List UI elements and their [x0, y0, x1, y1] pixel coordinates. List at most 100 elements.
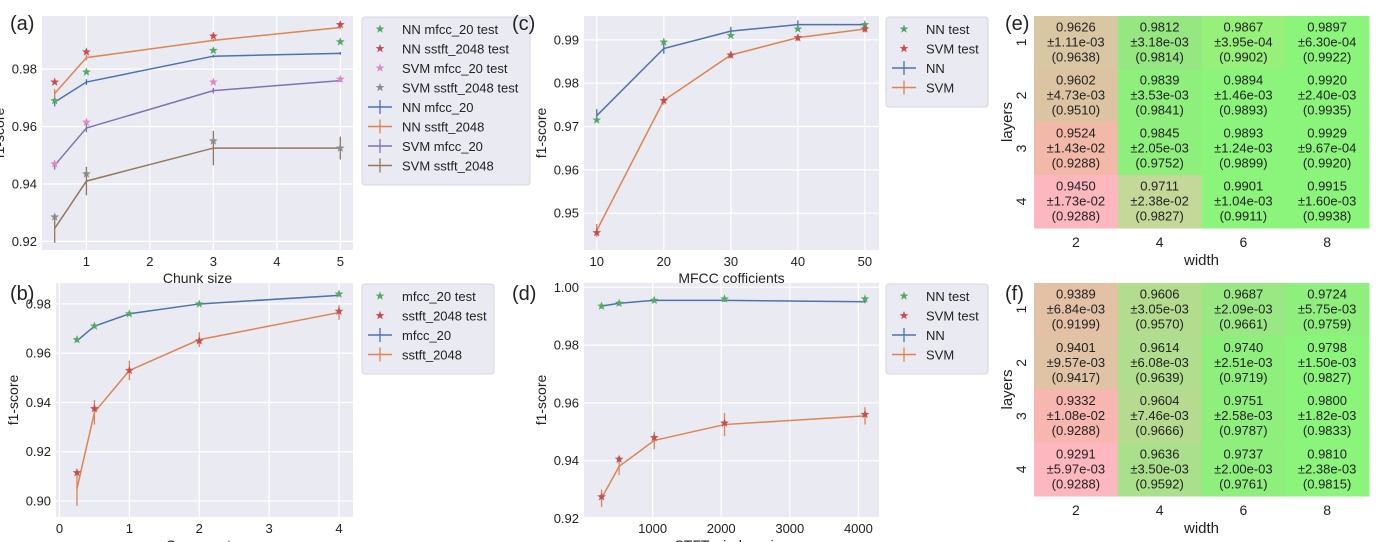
cell-value: (0.9666): [1135, 423, 1183, 438]
panel-label: (c): [512, 13, 535, 35]
legend-label: NN sstft_2048: [402, 120, 484, 135]
y-tick-label: 0.98: [12, 62, 37, 77]
series-line: [54, 26, 341, 95]
heatmap-cell: [1034, 283, 1119, 337]
test-marker: [50, 159, 60, 168]
x-tick-label: 4: [335, 521, 342, 536]
heatmap-cell: [1117, 122, 1202, 176]
cell-value: 0.9929: [1307, 126, 1347, 141]
x-axis-label: Chunk size: [163, 270, 232, 286]
x-tick-label: 0: [56, 521, 63, 536]
x-tick-label: 2: [1072, 502, 1080, 518]
heatmap-cell: [1117, 69, 1202, 123]
cell-value: ±1.11e-03: [1047, 35, 1105, 50]
test-marker: [726, 30, 736, 40]
y-tick-label: 0.94: [26, 395, 51, 410]
y-tick-label: 1: [1013, 306, 1029, 314]
cell-value: (0.9759): [1303, 317, 1351, 332]
cell-value: 0.9602: [1056, 73, 1096, 88]
cell-value: (0.9938): [1303, 209, 1351, 224]
cell-value: 0.9915: [1307, 179, 1347, 194]
y-tick-label: 0.98: [26, 296, 51, 311]
cell-value: ±6.08e-03: [1130, 355, 1188, 370]
cell-value: ±2.58e-03: [1214, 408, 1272, 423]
y-tick-label: 0.94: [554, 453, 579, 468]
series-line: [54, 52, 341, 103]
x-axis-label: width: [1183, 520, 1219, 537]
cell-value: ±3.50e-03: [1130, 461, 1188, 476]
test-marker: [50, 77, 60, 86]
cell-value: 0.9893: [1223, 126, 1263, 141]
cell-value: (0.9288): [1052, 209, 1100, 224]
legend-box: [361, 16, 531, 186]
cell-value: ±3.05e-03: [1130, 302, 1188, 317]
cell-value: 0.9810: [1307, 446, 1347, 461]
cell-value: ±5.97e-03: [1047, 461, 1105, 476]
legend-label: NN test: [926, 289, 970, 304]
cell-value: ±3.53e-03: [1130, 88, 1188, 103]
cell-value: ±4.73e-03: [1047, 88, 1105, 103]
y-tick-label: 0.96: [12, 119, 37, 134]
legend-label: mfcc_20: [402, 328, 451, 343]
test-marker: [860, 409, 870, 419]
cell-value: ±6.30e-04: [1298, 35, 1356, 50]
cell-value: 0.9920: [1307, 73, 1347, 88]
x-tick-label: 40: [791, 254, 805, 269]
cell-value: (0.9592): [1135, 476, 1183, 491]
cell-value: 0.9839: [1140, 73, 1180, 88]
cell-value: (0.9911): [1220, 209, 1267, 224]
test-marker: [614, 298, 624, 307]
cell-value: (0.9661): [1219, 317, 1267, 332]
cell-value: (0.9719): [1219, 370, 1267, 385]
cell-value: 0.9897: [1307, 20, 1347, 35]
test-marker: [860, 294, 870, 303]
x-tick-label: 1000: [638, 521, 667, 536]
cell-value: ±6.84e-03: [1047, 302, 1105, 317]
legend-marker: [899, 291, 909, 300]
series-line: [54, 79, 341, 166]
cell-value: (0.9639): [1135, 370, 1183, 385]
test-marker: [793, 24, 803, 33]
y-tick-label: 0.96: [554, 162, 579, 177]
y-axis-label: layers: [999, 102, 1016, 142]
heatmap-cell: [1117, 389, 1202, 444]
cell-value: 0.9389: [1056, 287, 1096, 302]
legend-label: mfcc_20 test: [402, 289, 476, 304]
cell-value: (0.9827): [1135, 209, 1183, 224]
x-axis-label: width: [1183, 252, 1219, 269]
legend-label: NN: [926, 61, 945, 76]
cell-value: (0.9288): [1052, 156, 1100, 171]
y-tick-label: 0.92: [12, 234, 37, 249]
cell-value: ±1.60e-03: [1298, 194, 1356, 209]
cell-value: ±2.51e-03: [1214, 355, 1272, 370]
cell-value: 0.9332: [1056, 393, 1096, 408]
test-marker: [82, 47, 91, 56]
test-marker: [659, 37, 669, 46]
cell-value: (0.9761): [1219, 476, 1267, 491]
x-tick-label: 3000: [775, 521, 804, 536]
legend-label: NN mfcc_20: [402, 100, 474, 115]
x-tick-label: 50: [858, 254, 872, 269]
test-marker: [50, 96, 60, 105]
panel-a: (a) 1 2 3 4 5 0.92 0.94 0.96 0.98 Chunk size f1-sco…: [0, 13, 531, 286]
panel-c: (c) 10 20 30 40 50 0.95 0.96 0.97 0.98 0.99 MFCC co…: [512, 13, 989, 286]
heatmap-cell: [1201, 283, 1286, 337]
x-tick-label: 3: [210, 254, 217, 269]
x-tick-label: 30: [724, 254, 738, 269]
cell-value: (0.9814): [1135, 50, 1183, 65]
cell-value: (0.9841): [1135, 103, 1183, 118]
y-tick-label: 1.00: [554, 280, 579, 295]
cell-value: ±2.38e-03: [1298, 461, 1356, 476]
heatmap-cell: [1201, 442, 1286, 497]
cell-value: 0.9626: [1056, 20, 1096, 35]
panel-label: (d): [512, 283, 536, 305]
cell-value: 0.9687: [1223, 287, 1263, 302]
heatmap-cell: [1117, 442, 1202, 497]
cell-value: ±1.73e-02: [1047, 194, 1105, 209]
cell-value: ±3.18e-03: [1130, 35, 1188, 50]
y-tick-label: 4: [1013, 197, 1029, 205]
cell-value: ±2.05e-03: [1130, 141, 1188, 156]
test-marker: [208, 136, 218, 145]
test-marker: [860, 20, 870, 29]
legend-label: SVM: [926, 348, 954, 363]
